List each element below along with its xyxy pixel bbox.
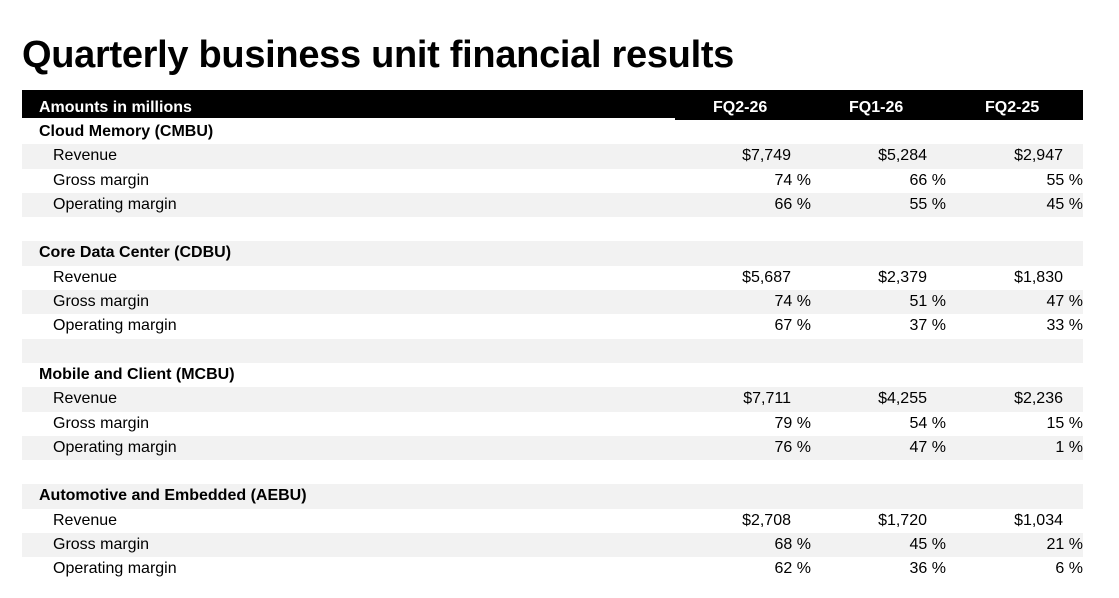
table-header: Amounts in millions FQ2-26 FQ1-26 FQ2-25 xyxy=(22,90,1083,120)
cell-value: 54 % xyxy=(909,414,946,432)
group-title: Core Data Center (CDBU) xyxy=(39,244,232,262)
row-label: Revenue xyxy=(53,268,118,286)
financial-results-table: Amounts in millions FQ2-26 FQ1-26 FQ2-25… xyxy=(22,90,1083,582)
cell-value: 74 % xyxy=(774,293,811,311)
table-row: Gross margin 74 % 66 % 55 % xyxy=(22,169,1083,193)
table-row: Operating margin 76 % 47 % 1 % xyxy=(22,435,1083,461)
cell-value: $7,711 xyxy=(743,390,791,408)
cell-value: $5,284 xyxy=(878,147,927,165)
cell-value: 55 % xyxy=(909,195,946,213)
cell-value: $1,034 xyxy=(1014,511,1063,529)
row-label: Operating margin xyxy=(53,438,177,456)
header-label: Amounts in millions xyxy=(39,99,192,116)
cell-value: $2,379 xyxy=(878,268,927,286)
cell-value: $2,708 xyxy=(742,511,791,529)
cell-value: 66 % xyxy=(909,171,946,189)
group-title: Cloud Memory (CMBU) xyxy=(39,123,214,140)
cell-value: 36 % xyxy=(909,560,946,578)
cell-value: 6 % xyxy=(1055,560,1083,578)
table-row: Revenue $2,708 $1,720 $1,034 xyxy=(22,509,1083,533)
cell-value: 47 % xyxy=(1046,293,1083,311)
spacer-row xyxy=(22,460,1083,484)
table-row: Operating margin 67 % 37 % 33 % xyxy=(22,314,1083,338)
row-label: Revenue xyxy=(53,147,118,165)
cell-value: 37 % xyxy=(909,317,946,335)
cell-value: 66 % xyxy=(774,195,811,213)
table-row: Revenue $7,749 $5,284 $2,947 xyxy=(22,144,1083,169)
cell-value: 33 % xyxy=(1046,317,1083,335)
table-row: Revenue $5,687 $2,379 $1,830 xyxy=(22,266,1083,290)
table-row: Gross margin 68 % 45 % 21 % xyxy=(22,533,1083,558)
group-title: Mobile and Client (MCBU) xyxy=(39,365,235,383)
table-row: Gross margin 74 % 51 % 47 % xyxy=(22,290,1083,315)
cell-value: 15 % xyxy=(1046,414,1083,432)
table-body: Cloud Memory (CMBU) Revenue $7,749 $5,284 $2… xyxy=(22,120,1083,582)
cell-value: 45 % xyxy=(1046,195,1083,213)
cell-value: $1,830 xyxy=(1014,268,1063,286)
cell-value: 47 % xyxy=(909,438,946,456)
group-header-row: Core Data Center (CDBU) xyxy=(22,241,1083,266)
group-header-row: Cloud Memory (CMBU) xyxy=(22,120,1083,144)
cell-value: 1 % xyxy=(1055,438,1083,456)
cell-value: 74 % xyxy=(774,171,811,189)
row-label: Gross margin xyxy=(53,293,150,311)
row-label: Revenue xyxy=(53,511,118,529)
row-label: Gross margin xyxy=(53,171,150,189)
table-row: Gross margin 79 % 54 % 15 % xyxy=(22,412,1083,436)
cell-value: 55 % xyxy=(1046,171,1083,189)
row-label: Operating margin xyxy=(53,560,177,578)
table-row: Operating margin 66 % 55 % 45 % xyxy=(22,192,1083,218)
header-col-2: FQ1-26 xyxy=(849,99,904,116)
header-col-3: FQ2-25 xyxy=(985,99,1040,116)
cell-value: 67 % xyxy=(774,317,811,335)
spacer-row xyxy=(22,217,1083,241)
cell-value: $7,749 xyxy=(742,147,791,165)
group-title: Automotive and Embedded (AEBU) xyxy=(39,487,307,505)
row-label: Gross margin xyxy=(53,414,150,432)
cell-value: 68 % xyxy=(774,536,811,554)
cell-value: 79 % xyxy=(774,414,811,432)
cell-value: 62 % xyxy=(774,560,811,578)
row-label: Operating margin xyxy=(53,195,177,213)
row-label: Revenue xyxy=(53,390,118,408)
spacer-row xyxy=(22,338,1083,363)
header-col-1: FQ2-26 xyxy=(713,99,768,116)
cell-value: 51 % xyxy=(909,293,946,311)
cell-value: 21 % xyxy=(1046,536,1083,554)
table-row: Operating margin 62 % 36 % 6 % xyxy=(22,557,1083,581)
cell-value: 76 % xyxy=(774,438,811,456)
cell-value: $5,687 xyxy=(742,268,791,286)
page-title: Quarterly business unit financial result… xyxy=(22,34,735,76)
cell-value: $2,947 xyxy=(1014,147,1063,165)
row-label: Gross margin xyxy=(53,536,150,554)
group-header-row: Automotive and Embedded (AEBU) xyxy=(22,484,1083,509)
cell-value: $4,255 xyxy=(878,390,927,408)
row-label: Operating margin xyxy=(53,317,177,335)
group-header-row: Mobile and Client (MCBU) xyxy=(22,363,1083,387)
cell-value: $1,720 xyxy=(878,511,927,529)
cell-value: 45 % xyxy=(909,536,946,554)
cell-value: $2,236 xyxy=(1014,390,1063,408)
table-row: Revenue $7,711 $4,255 $2,236 xyxy=(22,387,1083,412)
